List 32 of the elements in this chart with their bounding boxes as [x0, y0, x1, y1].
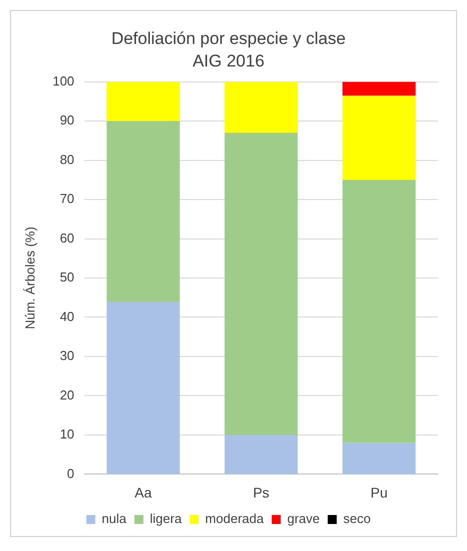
y-tick-label: 100 — [52, 73, 74, 88]
x-tick-label: Ps — [252, 484, 270, 500]
bar — [224, 434, 298, 474]
bar — [342, 442, 416, 474]
legend-label: seco — [343, 511, 371, 526]
bar — [342, 82, 416, 96]
bar — [106, 82, 180, 122]
y-tick-label: 0 — [67, 466, 74, 481]
bar — [342, 96, 416, 180]
y-tick-label: 80 — [60, 152, 74, 167]
x-tick-label: Aa — [134, 484, 152, 500]
bar — [106, 302, 180, 474]
chart-subtitle: AIG 2016 — [192, 51, 264, 70]
y-tick-label: 10 — [60, 426, 74, 442]
bar — [106, 121, 180, 302]
bar — [224, 82, 298, 133]
legend-label: grave — [287, 511, 320, 526]
y-tick-label: 50 — [60, 270, 74, 285]
y-tick-label: 30 — [60, 348, 74, 364]
bar — [342, 180, 416, 443]
y-tick-label: 20 — [60, 387, 74, 402]
legend-label: moderada — [205, 511, 264, 526]
bar — [224, 132, 298, 435]
y-tick-label: 40 — [60, 308, 74, 324]
y-tick-label: 60 — [60, 230, 74, 246]
y-tick-label: 90 — [60, 112, 74, 128]
y-axis-title: Núm. Árboles (%) — [22, 226, 38, 330]
y-tick-label: 70 — [60, 191, 74, 206]
legend-label: nula — [102, 511, 128, 526]
x-tick-label: Pu — [370, 484, 388, 500]
legend-label: ligera — [150, 511, 182, 526]
chart-title: Defoliación por especie y clase — [111, 28, 346, 48]
